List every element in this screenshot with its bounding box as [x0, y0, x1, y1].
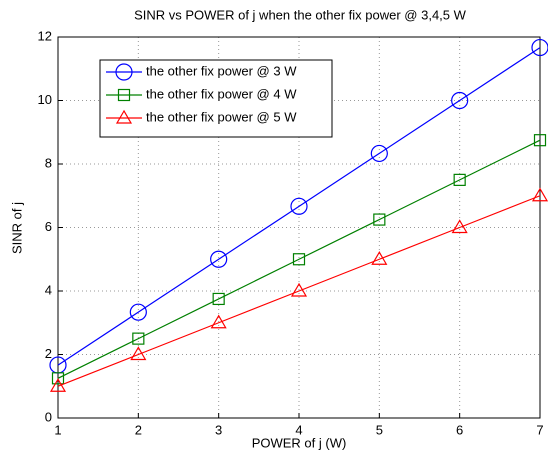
legend-label: the other fix power @ 3 W: [146, 63, 297, 78]
marker: [117, 88, 131, 102]
y-tick-label: 0: [45, 409, 52, 424]
x-tick-label: 4: [295, 422, 302, 437]
marker: [129, 303, 147, 321]
x-tick-label: 3: [215, 422, 222, 437]
x-tick-label: 6: [456, 422, 463, 437]
chart-title: SINR vs POWER of j when the other fix po…: [134, 7, 467, 22]
marker: [115, 63, 133, 81]
x-tick-label: 1: [54, 422, 61, 437]
marker: [292, 253, 306, 266]
marker: [531, 38, 548, 57]
marker: [130, 346, 147, 361]
x-tick-label: 2: [135, 422, 142, 437]
marker: [115, 109, 133, 124]
marker: [451, 91, 469, 110]
marker: [370, 144, 388, 163]
marker: [290, 282, 308, 297]
y-tick-label: 8: [45, 155, 52, 170]
marker: [373, 213, 386, 226]
x-tick-label: 7: [536, 422, 543, 437]
y-tick-label: 10: [38, 92, 52, 107]
series-line: [57, 139, 541, 379]
marker: [451, 219, 468, 234]
series-line: [57, 195, 541, 387]
marker: [453, 173, 466, 186]
marker: [533, 134, 547, 147]
marker: [49, 378, 67, 392]
y-tick-label: 2: [45, 346, 52, 361]
series-line: [57, 47, 541, 366]
marker: [210, 250, 228, 268]
x-tick-label: 5: [376, 422, 383, 437]
y-tick-label: 6: [45, 219, 52, 234]
marker: [371, 251, 388, 265]
marker: [51, 372, 65, 385]
legend-label: the other fix power @ 4 W: [146, 86, 297, 101]
marker: [212, 292, 225, 306]
marker: [531, 187, 548, 202]
x-axis-label: POWER of j (W): [252, 435, 347, 450]
legend-box: [99, 59, 333, 138]
plot-frame: [57, 36, 541, 419]
legend-label: the other fix power @ 5 W: [146, 109, 297, 124]
marker: [210, 314, 227, 329]
y-axis-label: SINR of j: [9, 202, 24, 254]
y-tick-label: 12: [38, 28, 52, 43]
y-tick-label: 4: [45, 282, 52, 297]
marker: [132, 332, 145, 345]
marker: [290, 197, 308, 215]
